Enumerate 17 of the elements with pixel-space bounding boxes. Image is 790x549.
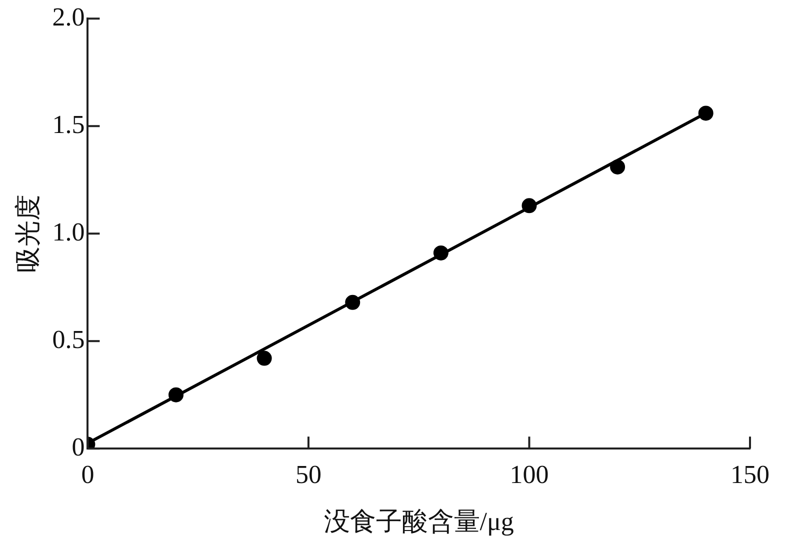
y-axis-title: 吸光度: [13, 194, 42, 273]
point: [610, 159, 626, 174]
y-tick-label: 1.5: [52, 110, 85, 139]
point: [522, 198, 537, 214]
y-tick-label: 1.0: [52, 217, 85, 246]
y-tick-label: 2.0: [52, 2, 85, 32]
x-axis-title: 没食子酸含量/μg: [324, 507, 514, 536]
point: [345, 294, 360, 310]
point: [168, 387, 184, 402]
x-tick-label: 100: [510, 460, 549, 490]
point: [433, 245, 448, 260]
x-tick-label: 150: [730, 460, 770, 490]
point: [698, 106, 714, 121]
x-tick-label: 50: [295, 460, 322, 490]
y-tick-label: 0.5: [52, 324, 85, 354]
y-tick-label: 0: [72, 432, 85, 462]
point: [256, 350, 272, 366]
